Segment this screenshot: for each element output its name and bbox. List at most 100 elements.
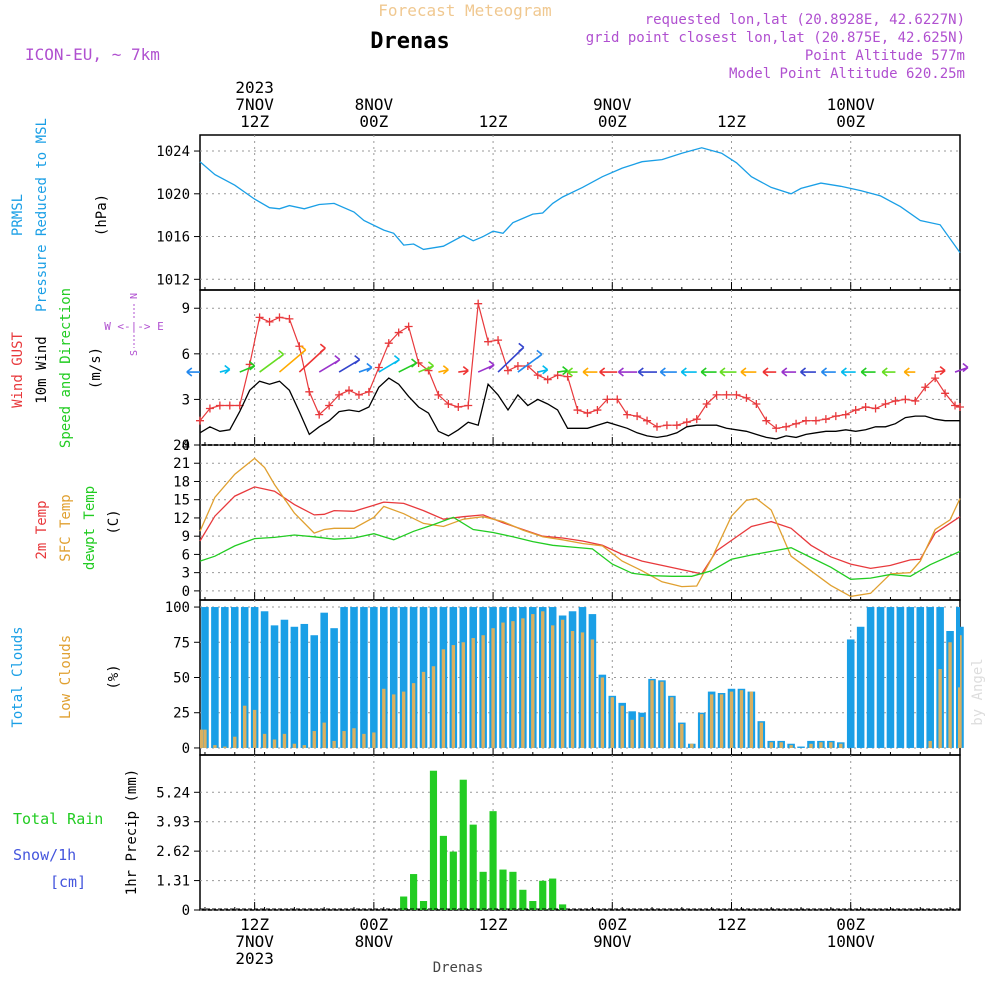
low-cloud-bar <box>372 732 376 748</box>
total-cloud-bar <box>310 635 319 748</box>
low-cloud-bar <box>243 705 247 748</box>
total-cloud-bar <box>290 626 299 748</box>
time-axis-label: 7NOV <box>235 932 274 951</box>
gust-point <box>404 322 413 331</box>
total-cloud-bar <box>866 607 875 748</box>
wind-direction-arrow <box>318 355 341 373</box>
gust-point <box>543 375 552 384</box>
cloud-panel: 0 25 50 75 100 <box>165 599 964 757</box>
low-cloud-bar <box>600 677 605 748</box>
total-cloud-bar <box>250 607 259 748</box>
wind-direction-arrow <box>259 349 285 373</box>
prmsl-label: PRMSL <box>10 194 26 236</box>
gust-point <box>662 421 671 430</box>
footer-location: Drenas <box>433 960 484 976</box>
low-cloud-bar <box>431 666 436 748</box>
wind-direction-arrow <box>903 367 916 377</box>
low-cloud-bar <box>481 635 485 748</box>
rain-bar <box>419 901 428 910</box>
low-cloud-bar <box>392 694 396 748</box>
low-cloud-bar <box>411 683 416 748</box>
total-cloud-bar <box>896 607 905 748</box>
prmsl-desc: Pressure Reduced to MSL <box>34 118 50 312</box>
gust-point <box>434 390 443 399</box>
low-cloud-bar <box>531 614 535 748</box>
wind-direction-arrow <box>762 367 777 377</box>
gust-point <box>255 313 264 322</box>
gust-point <box>374 363 383 372</box>
low-cloud-bar <box>203 729 207 748</box>
gust-point <box>951 401 960 410</box>
rain-bar <box>439 835 447 910</box>
gust-label: Wind GUST <box>10 332 26 408</box>
snow-unit-label: [cm] <box>50 873 86 891</box>
gust-point <box>285 314 294 323</box>
gust-point <box>802 416 811 425</box>
time-axis-label: 9NOV <box>593 95 632 114</box>
y-tick-label: 100 <box>165 600 190 616</box>
sfc-label: SFC Temp <box>58 494 74 561</box>
snow-label: Snow/1h <box>13 846 76 864</box>
y-tick-label: 3 <box>182 566 190 582</box>
gust-point <box>633 412 642 421</box>
total-cloud-bar <box>846 639 855 748</box>
low-cloud-bar <box>312 731 316 748</box>
y-tick-label: 1012 <box>156 272 190 288</box>
rain-bar <box>549 878 557 910</box>
low-cloud-bar <box>570 631 575 748</box>
wind-direction-arrow <box>239 361 256 373</box>
gust-point <box>315 410 324 419</box>
total-cloud-bar <box>221 607 229 748</box>
wind-unit: (m/s) <box>88 347 104 389</box>
gust-point <box>881 399 890 408</box>
total-cloud-bar <box>240 607 249 748</box>
cloud-unit: (%) <box>106 664 122 689</box>
total-cloud-bar <box>380 607 388 748</box>
time-axis-label: 7NOV <box>235 95 274 114</box>
low-cloud-bar <box>779 742 783 748</box>
t2m-label: 2m Temp <box>34 500 50 559</box>
pressure-panel: 1012 1016 1020 1024 <box>156 134 961 291</box>
gust-point <box>325 401 334 410</box>
location-title: Drenas <box>370 29 449 54</box>
gust-point <box>345 386 354 395</box>
rain-bar <box>469 824 477 910</box>
y-tick-label: 24 <box>173 438 190 454</box>
y-tick-label: 6 <box>182 547 190 563</box>
model-label: ICON-EU, ~ 7km <box>25 45 160 64</box>
gust-point <box>672 421 681 430</box>
time-axis-label: 00Z <box>836 112 865 131</box>
point-altitude: Point Altitude 577m <box>805 48 965 64</box>
time-axis-label: 12Z <box>717 915 746 934</box>
gust-point <box>563 372 572 381</box>
gust-point <box>225 401 234 410</box>
temperature-panel: 0 3 6 9 12 15 18 21 24 <box>173 438 961 601</box>
wind-panel: 0 3 6 9 <box>182 289 969 454</box>
low-cloud-bar <box>342 731 346 748</box>
low-cloud-bar <box>200 729 203 748</box>
time-axis-label: 12Z <box>479 915 508 934</box>
dewpoint-series-line <box>199 516 961 580</box>
gust-point <box>354 390 363 399</box>
grid-point-coords: grid point closest lon,lat (20.875E, 42.… <box>586 30 965 46</box>
y-tick-label: 6 <box>182 347 190 363</box>
wind-direction-arrow <box>935 365 946 376</box>
wind-direction-arrow <box>398 358 418 373</box>
low-cloud-bar <box>550 625 555 748</box>
gust-point <box>494 336 503 345</box>
gust-point <box>603 395 612 404</box>
gust-point <box>901 395 910 404</box>
gust-point <box>503 366 512 375</box>
low-cloud-bar <box>650 680 654 748</box>
total-cloud-bar <box>201 607 209 748</box>
low-cloud-bar <box>580 632 585 748</box>
total-cloud-bar <box>260 611 269 748</box>
y-tick-label: 1024 <box>156 144 190 160</box>
total-cloud-bar <box>926 607 934 748</box>
y-tick-label: 15 <box>173 493 190 509</box>
panel-frame <box>199 134 961 291</box>
low-cloud-bar <box>332 740 336 748</box>
wind10-label: 10m Wind <box>34 336 50 403</box>
time-axis-label: 00Z <box>359 915 388 934</box>
